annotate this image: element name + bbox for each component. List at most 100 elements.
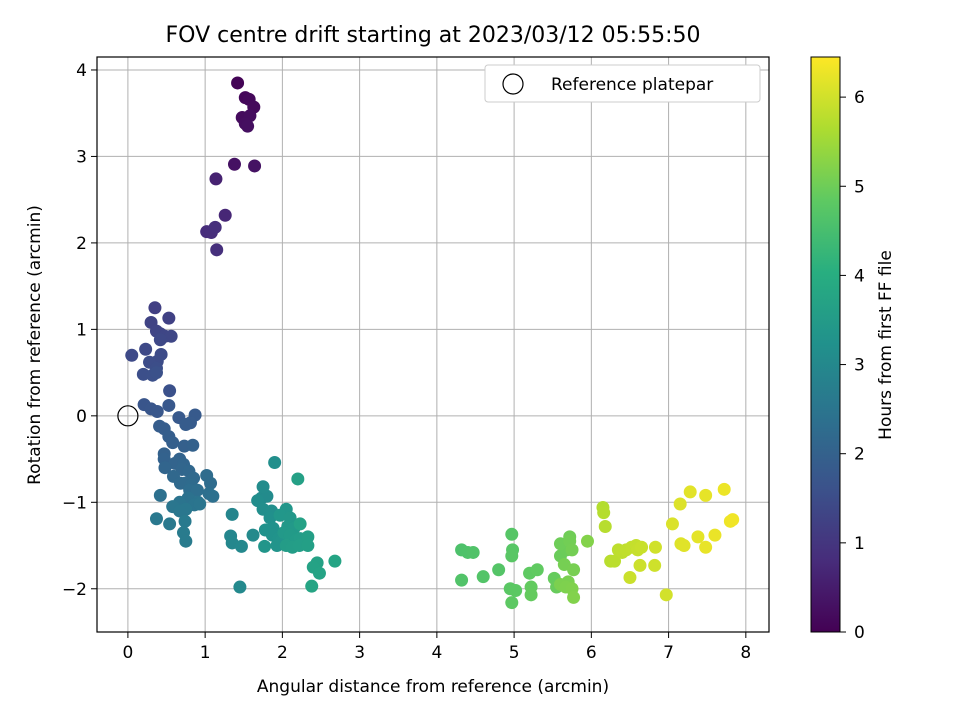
data-point: [597, 506, 611, 520]
data-point: [328, 554, 342, 568]
data-point: [677, 539, 691, 553]
y-axis-label: Rotation from reference (arcmin): [25, 205, 45, 485]
data-point: [608, 554, 622, 568]
data-point: [206, 489, 220, 503]
y-tick-label: −2: [62, 580, 87, 600]
data-point: [233, 580, 247, 594]
reference-point: [117, 405, 139, 427]
data-point: [635, 540, 649, 554]
x-tick-label: 2: [277, 643, 288, 663]
colorbar-tick-label: 0: [854, 623, 865, 643]
x-tick-label: 6: [586, 643, 597, 663]
colorbar-tick-label: 4: [854, 266, 865, 286]
data-point: [162, 398, 176, 412]
data-point: [683, 485, 697, 499]
data-point: [565, 543, 579, 557]
data-point: [246, 528, 260, 542]
data-point: [567, 563, 581, 577]
colorbar-tick-label: 1: [854, 534, 865, 554]
data-point: [580, 534, 594, 548]
data-point: [699, 488, 713, 502]
data-points: [125, 76, 740, 610]
data-point: [158, 461, 172, 475]
colorbar-tick-label: 5: [854, 177, 865, 197]
data-point: [623, 571, 637, 585]
data-point: [256, 480, 270, 494]
colorbar: 0 1 2 3 4 5 6 Hours from first FF file: [810, 56, 896, 643]
data-point: [258, 539, 272, 553]
data-point: [173, 504, 187, 518]
data-point: [268, 456, 282, 470]
data-point: [509, 583, 523, 597]
colorbar-label: Hours from first FF file: [876, 250, 896, 440]
data-point: [153, 488, 167, 502]
data-point: [530, 563, 544, 577]
grid: [97, 57, 769, 632]
data-point: [227, 157, 241, 171]
data-point: [476, 570, 490, 584]
data-point: [312, 566, 326, 580]
data-point: [301, 539, 315, 553]
data-point: [218, 208, 232, 222]
legend-box: [484, 64, 761, 103]
data-point: [163, 384, 177, 398]
data-point: [270, 539, 284, 553]
data-point: [673, 497, 687, 511]
data-point: [190, 483, 204, 497]
data-point: [524, 588, 538, 602]
data-point: [648, 540, 662, 554]
data-point: [492, 563, 506, 577]
data-point: [163, 517, 177, 531]
x-tick-label: 5: [509, 643, 520, 663]
data-point: [178, 514, 192, 528]
plot-frame: [96, 56, 770, 633]
y-tick-label: 2: [76, 234, 87, 254]
x-tick-label: 4: [431, 643, 442, 663]
data-point: [291, 472, 305, 486]
colorbar-tick-label: 6: [854, 88, 865, 108]
chart-title: FOV centre drift starting at 2023/03/12 …: [166, 23, 701, 48]
legend-marker: [502, 73, 524, 95]
x-axis-label: Angular distance from reference (arcmin): [257, 677, 609, 697]
data-point: [648, 558, 662, 572]
data-point: [225, 507, 239, 521]
data-point: [505, 549, 519, 563]
data-point: [699, 540, 713, 554]
data-point: [208, 220, 222, 234]
data-point: [691, 530, 705, 544]
data-point: [505, 527, 519, 541]
data-point: [231, 76, 245, 90]
data-point: [273, 508, 287, 522]
data-point: [234, 539, 248, 553]
data-point: [598, 520, 612, 534]
data-point: [179, 417, 193, 431]
y-tick-label: −1: [62, 493, 87, 513]
data-point: [633, 558, 647, 572]
data-point: [204, 476, 218, 490]
x-tick-label: 3: [354, 643, 365, 663]
data-point: [708, 528, 722, 542]
data-point: [248, 159, 262, 173]
data-point: [305, 579, 319, 593]
colorbar-gradient: [810, 56, 841, 633]
legend-label: Reference platepar: [551, 75, 713, 95]
data-point: [186, 438, 200, 452]
data-point: [659, 588, 673, 602]
data-point: [210, 243, 224, 257]
data-point: [726, 513, 740, 527]
reference-marker: [117, 405, 139, 427]
colorbar-ticks: 0 1 2 3 4 5 6: [840, 88, 865, 643]
y-tick-label: 4: [76, 61, 87, 81]
data-point: [193, 497, 207, 511]
data-point: [505, 596, 519, 610]
data-point: [567, 590, 581, 604]
data-point: [164, 329, 178, 343]
data-point: [293, 517, 307, 531]
y-axis: −2 −1 0 1 2 3 4: [62, 61, 97, 600]
y-tick-label: 1: [76, 320, 87, 340]
data-point: [179, 534, 193, 548]
x-axis: 0 1 2 3 4 5 6 7 8: [122, 632, 751, 663]
data-point: [150, 405, 164, 419]
data-point: [149, 366, 163, 380]
